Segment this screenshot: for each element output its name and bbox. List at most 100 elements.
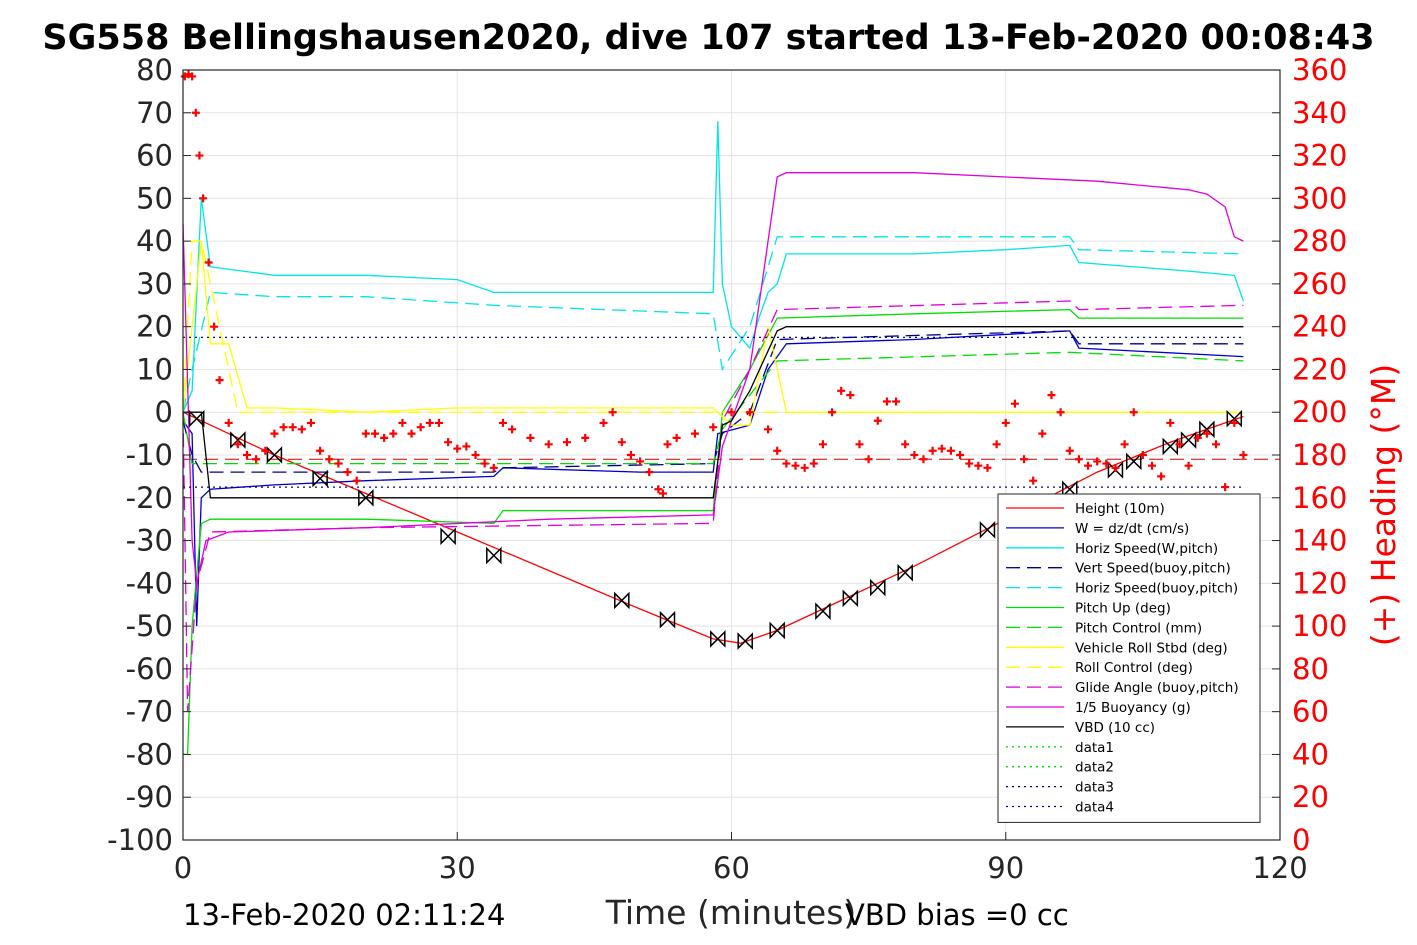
depth-marker <box>979 521 996 539</box>
heading-point <box>334 459 343 468</box>
heading-point <box>508 425 517 434</box>
depth-marker <box>614 591 630 610</box>
series-line-12 <box>183 326 1244 499</box>
heading-point <box>791 461 800 470</box>
heading-point <box>191 108 200 117</box>
y-tick-label: 30 <box>136 267 173 301</box>
heading-point <box>195 151 204 160</box>
heading-point <box>910 451 919 459</box>
heading-point <box>946 446 955 455</box>
y2-tick-label: 80 <box>1292 652 1329 686</box>
heading-point <box>233 440 242 449</box>
y2-tick-label: 180 <box>1292 438 1347 472</box>
heading-point <box>1065 446 1074 455</box>
depth-marker <box>870 578 886 597</box>
depth-marker <box>440 527 456 546</box>
depth-marker <box>358 488 374 507</box>
y2-tick-label: 60 <box>1292 695 1329 729</box>
y-tick-label: -20 <box>126 481 173 515</box>
depth-marker <box>710 630 726 648</box>
heading-point <box>407 429 416 438</box>
legend-label: data3 <box>1075 780 1114 796</box>
axes: 0 30 60 90 12080706050403020100-10-20-30-40-… <box>107 53 1347 885</box>
y2-tick-label: 300 <box>1292 181 1347 215</box>
y2-tick-label: 260 <box>1292 267 1347 301</box>
heading-point <box>919 455 928 464</box>
heading-point <box>489 463 498 472</box>
y-tick-label: -10 <box>126 438 173 472</box>
depth-marker <box>897 563 913 582</box>
y2-axis-label: (+) Heading (°M) <box>1364 364 1403 646</box>
heading-point <box>837 386 846 395</box>
heading-points <box>180 70 1248 498</box>
heading-point <box>974 461 983 470</box>
x-tick-label: 30 <box>439 851 476 885</box>
heading-point <box>873 416 882 425</box>
series-line-1 <box>182 411 1244 644</box>
heading-point <box>526 433 535 442</box>
series-line-6 <box>183 308 1244 756</box>
series-line-11 <box>182 172 1244 584</box>
y2-tick-label: 40 <box>1292 737 1329 771</box>
heading-point <box>892 397 901 406</box>
heading-point <box>1056 408 1065 417</box>
series-line-10 <box>182 300 1244 712</box>
x-axis-label: Time (minutes) <box>605 893 857 932</box>
heading-point <box>928 446 937 455</box>
heading-point <box>1111 463 1120 472</box>
y-tick-label: -70 <box>126 695 173 729</box>
heading-point <box>544 440 553 449</box>
y-tick-label: 40 <box>136 224 173 258</box>
legend-label: Roll Control (deg) <box>1075 660 1193 676</box>
depth-marker <box>815 602 831 620</box>
y2-tick-label: 240 <box>1292 310 1347 344</box>
heading-point <box>818 440 827 449</box>
y-tick-label: 70 <box>136 96 173 130</box>
y-tick-label: 0 <box>155 395 173 429</box>
heading-point <box>855 440 864 449</box>
heading-point <box>956 451 965 459</box>
heading-point <box>215 376 224 385</box>
heading-point <box>626 451 635 459</box>
heading-point <box>261 446 270 455</box>
heading-point <box>471 451 480 459</box>
heading-point <box>370 429 379 438</box>
heading-point <box>937 444 946 453</box>
y-tick-label: -90 <box>126 780 173 814</box>
footer-vbd-bias: VBD bias =0 cc <box>845 898 1069 932</box>
heading-point <box>882 397 891 406</box>
heading-point <box>562 438 571 447</box>
depth-marker <box>230 431 246 449</box>
depth-marker <box>1061 480 1078 499</box>
heading-point <box>462 442 471 451</box>
legend-label: Horiz Speed(buoy,pitch) <box>1075 581 1238 597</box>
y-tick-label: 50 <box>136 181 173 215</box>
heading-point <box>965 459 974 468</box>
heading-point <box>1157 472 1166 481</box>
depth-marker <box>486 546 502 565</box>
series-line-2 <box>182 330 1244 627</box>
heading-point <box>672 433 681 442</box>
heading-point <box>773 446 782 455</box>
series-line-9 <box>182 240 1244 413</box>
depth-marker <box>188 409 205 428</box>
heading-point <box>1010 399 1019 408</box>
y-tick-label: 10 <box>136 352 173 386</box>
heading-point <box>608 408 617 417</box>
heading-point <box>864 455 873 464</box>
heading-point <box>1202 429 1211 438</box>
y-tick-label: 20 <box>136 310 173 344</box>
depth-marker <box>266 446 283 464</box>
y-tick-label: 60 <box>136 139 173 173</box>
heading-point <box>1047 391 1056 400</box>
heading-point <box>654 485 663 494</box>
heading-point <box>380 433 389 442</box>
heading-point <box>434 418 443 427</box>
heading-point <box>846 391 855 400</box>
chart-title: SG558 Bellingshausen2020, dive 107 start… <box>42 18 1375 58</box>
heading-point <box>1184 461 1193 470</box>
heading-point <box>279 423 288 432</box>
legend-label: Vert Speed(buoy,pitch) <box>1075 561 1231 577</box>
heading-point <box>1193 433 1202 442</box>
